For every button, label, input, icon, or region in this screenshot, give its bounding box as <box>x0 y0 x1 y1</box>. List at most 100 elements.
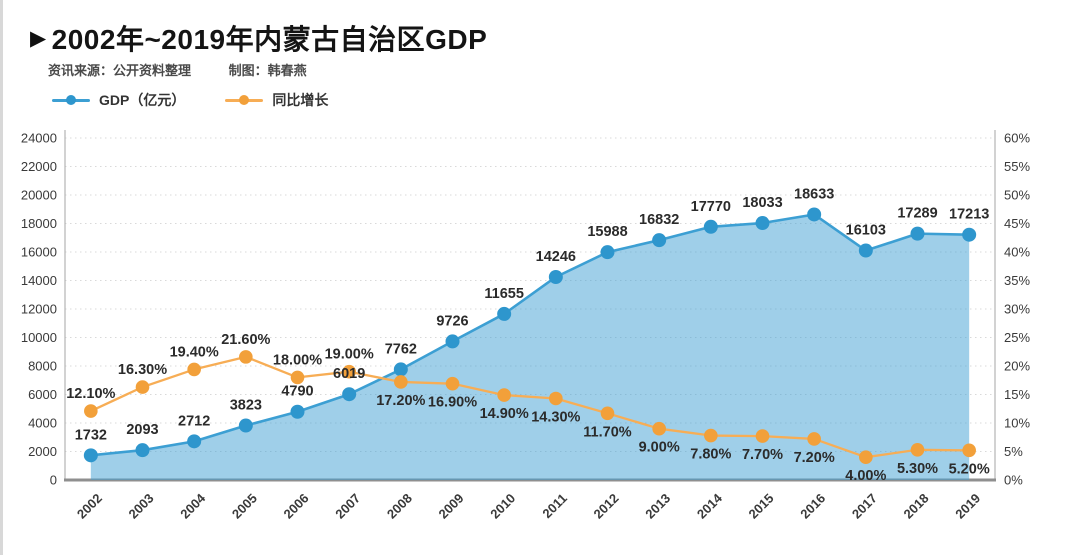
growth-point-2008 <box>394 375 408 389</box>
right-axis-tick-label: 20% <box>1004 359 1030 374</box>
growth-value-label-2007: 19.00% <box>325 347 374 363</box>
legend-item-gdp[interactable]: GDP（亿元） <box>52 90 185 110</box>
right-axis-tick-label: 35% <box>1004 273 1030 288</box>
growth-value-label-2008: 17.20% <box>376 393 425 409</box>
gdp-value-label-2009: 9726 <box>436 313 468 329</box>
gdp-point-2006 <box>290 404 305 419</box>
growth-point-2011 <box>549 391 563 406</box>
title-text: 2002年~2019年内蒙古自治区GDP <box>51 24 488 55</box>
growth-value-label-2016: 7.20% <box>794 450 835 466</box>
left-axis-tick-label: 18000 <box>21 216 57 231</box>
growth-point-2014 <box>704 428 718 443</box>
left-axis-tick-label: 20000 <box>21 188 57 203</box>
left-axis-tick-label: 16000 <box>21 245 57 260</box>
credit-label: 制图：韩春燕 <box>228 63 307 78</box>
right-axis-tick-label: 15% <box>1004 387 1030 402</box>
x-axis-label-2012: 2012 <box>591 491 622 522</box>
growth-point-2016 <box>807 432 821 446</box>
gdp-point-2013 <box>652 233 667 248</box>
growth-legend-marker-icon <box>225 95 264 105</box>
gdp-point-2012 <box>600 245 615 260</box>
x-axis-label-2019: 2019 <box>952 491 983 522</box>
x-axis-label-2003: 2003 <box>126 491 157 522</box>
gdp-area-fill <box>90 214 970 481</box>
x-axis-label-2005: 2005 <box>229 491 260 522</box>
growth-point-2003 <box>135 380 150 394</box>
source-line: 资讯来源：公开资料整理 制图：韩春燕 <box>48 60 341 79</box>
gdp-value-label-2002: 1732 <box>75 427 107 443</box>
gdp-point-2016 <box>807 207 822 222</box>
left-axis-tick-label: 4000 <box>28 416 57 431</box>
growth-point-2012 <box>600 406 615 421</box>
page-edge <box>0 0 3 555</box>
gdp-value-label-2019: 17213 <box>949 207 989 223</box>
growth-value-label-2010: 14.90% <box>480 406 529 422</box>
gdp-value-label-2006: 4790 <box>281 384 313 400</box>
gdp-point-2014 <box>703 219 718 234</box>
gdp-point-2003 <box>135 443 150 458</box>
growth-point-2013 <box>652 421 666 436</box>
growth-value-label-2018: 5.30% <box>897 461 938 477</box>
x-axis-label-2002: 2002 <box>74 491 105 522</box>
title-triangle-icon: ▶ <box>30 26 47 50</box>
gdp-value-label-2010: 11655 <box>484 286 524 302</box>
gdp-line <box>90 213 970 457</box>
growth-value-label-2015: 7.70% <box>742 447 783 463</box>
growth-value-label-2012: 11.70% <box>583 424 631 440</box>
gdp-point-2002 <box>83 448 98 463</box>
growth-legend-label: 同比增长 <box>272 92 329 108</box>
source-label: 资讯来源：公开资料整理 <box>48 63 192 78</box>
x-axis-label-2013: 2013 <box>642 491 673 522</box>
gdp-value-label-2014: 17770 <box>691 199 731 215</box>
left-axis-tick-label: 12000 <box>21 302 57 317</box>
gdp-value-label-2018: 17289 <box>897 206 937 222</box>
x-axis-label-2011: 2011 <box>539 491 570 522</box>
gdp-value-label-2012: 15988 <box>587 224 627 240</box>
growth-value-label-2003: 16.30% <box>118 362 167 378</box>
growth-point-2017 <box>859 450 873 465</box>
gdp-growth-area-line-chart: 1732 2093 2712 3823 4790 6019 7762 9726 11655 142… <box>21 130 1030 522</box>
x-axis-label-2004: 2004 <box>177 490 209 522</box>
growth-value-label-2004: 19.40% <box>170 344 219 360</box>
growth-value-label-2006: 18.00% <box>273 352 322 368</box>
growth-value-label-2011: 14.30% <box>531 409 580 425</box>
gdp-value-label-2015: 18033 <box>742 195 782 211</box>
gdp-value-label-2016: 18633 <box>794 186 834 202</box>
x-axis-label-2007: 2007 <box>332 491 363 522</box>
right-axis-tick-label: 40% <box>1004 245 1030 260</box>
gdp-value-label-2004: 2712 <box>178 413 210 429</box>
left-axis-tick-label: 8000 <box>28 359 57 374</box>
x-axis-label-2018: 2018 <box>901 491 932 522</box>
growth-value-label-2005: 21.60% <box>221 332 270 348</box>
gdp-point-2017 <box>858 243 873 258</box>
gdp-point-2019 <box>962 227 977 242</box>
gdp-point-2015 <box>755 216 770 231</box>
gdp-value-label-2013: 16832 <box>639 212 679 228</box>
gdp-legend-marker-icon <box>52 95 90 105</box>
growth-value-label-2009: 16.90% <box>428 395 477 411</box>
right-axis-tick-label: 45% <box>1004 216 1030 231</box>
left-axis-tick-label: 0 <box>50 473 57 488</box>
gdp-value-label-2007: 6019 <box>333 366 365 382</box>
x-axis-label-2015: 2015 <box>746 491 777 522</box>
growth-point-2002 <box>84 404 98 418</box>
growth-value-label-2013: 9.00% <box>639 440 680 456</box>
gdp-point-2010 <box>497 306 512 321</box>
left-axis-tick-label: 10000 <box>21 330 57 345</box>
x-axis-label-2014: 2014 <box>694 490 726 522</box>
gdp-value-label-2011: 14246 <box>536 249 576 265</box>
legend-item-growth[interactable]: 同比增长 <box>225 90 328 110</box>
left-axis-tick-label: 24000 <box>21 131 57 146</box>
gdp-value-label-2017: 16103 <box>846 223 886 239</box>
x-axis-label-2016: 2016 <box>797 491 828 522</box>
x-axis-label-2010: 2010 <box>487 491 518 522</box>
growth-point-2009 <box>445 376 460 391</box>
growth-point-2015 <box>755 429 770 443</box>
growth-value-label-2002: 12.10% <box>66 386 115 402</box>
growth-value-label-2019: 5.20% <box>949 461 990 477</box>
page-title: ▶ 2002年~2019年内蒙古自治区GDP <box>30 18 487 58</box>
growth-point-2007 <box>342 364 356 379</box>
gdp-point-2007 <box>342 387 357 402</box>
x-axis-label-2009: 2009 <box>436 491 467 522</box>
gdp-point-2011 <box>548 269 563 284</box>
